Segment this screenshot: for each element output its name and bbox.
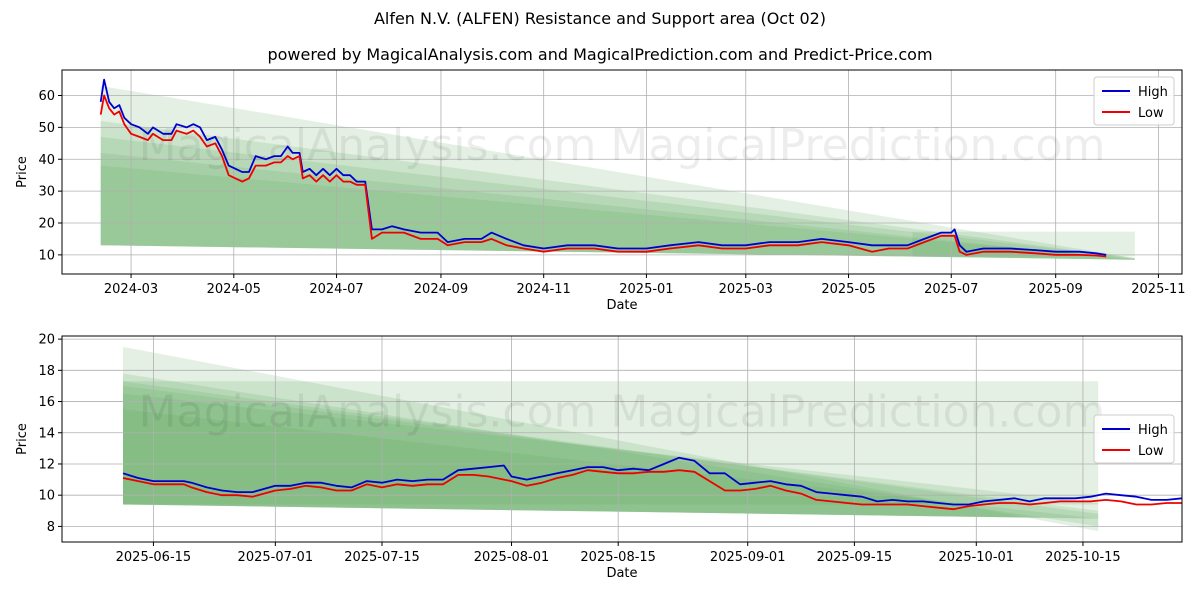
- y-tick-label: 18: [38, 364, 55, 379]
- support-band-3: [100, 136, 1135, 260]
- x-tick-label: 2024-11: [517, 282, 571, 297]
- x-tick-label: 2025-10-01: [939, 550, 1015, 565]
- x-axis-label: Date: [606, 566, 637, 581]
- support-band-1: [100, 85, 1135, 260]
- legend-label-high: High: [1138, 85, 1168, 100]
- x-tick-label: 2024-05: [207, 282, 261, 297]
- y-tick-label: 20: [38, 217, 55, 232]
- legend-label-low: Low: [1138, 106, 1164, 121]
- x-tick-label: 2025-06-15: [116, 550, 192, 565]
- y-tick-label: 16: [38, 395, 55, 410]
- legend: High Low: [1093, 76, 1175, 126]
- x-tick-label: 2025-07-01: [238, 550, 314, 565]
- x-tick-label: 2024-07: [309, 282, 363, 297]
- x-tick-label: 2025-08-15: [580, 550, 656, 565]
- legend-label-high: High: [1138, 423, 1168, 438]
- x-tick-label: 2025-09-15: [817, 550, 893, 565]
- chart-subtitle: powered by MagicalAnalysis.com and Magic…: [267, 45, 933, 64]
- x-tick-label: 2024-09: [414, 282, 468, 297]
- y-tick-label: 30: [38, 185, 55, 200]
- band-group: [100, 85, 1135, 260]
- support-band-6: [912, 231, 1135, 257]
- watermark-text: MagicalAnalysis.com MagicalPrediction.co…: [139, 120, 1106, 171]
- plot-frame: [61, 335, 1183, 543]
- series-line-low: [99, 94, 1107, 258]
- y-tick-label: 20: [38, 333, 55, 348]
- y-axis-label: Price: [15, 156, 30, 188]
- plot-frame: [61, 69, 1183, 275]
- series-line-high: [122, 456, 1182, 506]
- x-tick-label: 2025-09-01: [710, 550, 786, 565]
- y-tick-label: 12: [38, 457, 55, 472]
- watermark-text: MagicalAnalysis.com MagicalPrediction.co…: [139, 387, 1106, 438]
- x-tick-label: 2025-10-15: [1045, 550, 1121, 565]
- x-tick-label: 2024-03: [104, 282, 158, 297]
- support-band-2: [100, 121, 1135, 260]
- x-tick-label: 2025-11: [1131, 282, 1185, 297]
- y-tick-label: 60: [38, 89, 55, 104]
- series-group: [122, 456, 1182, 511]
- y-tick-label: 40: [38, 153, 55, 168]
- y-tick-label: 50: [38, 121, 55, 136]
- chart-panel-2: MagicalAnalysis.com MagicalPrediction.co…: [15, 333, 1183, 581]
- x-axis-label: Date: [606, 298, 637, 313]
- y-axis-label: Price: [15, 423, 30, 455]
- series-line-low: [122, 469, 1182, 511]
- x-tick-label: 2025-03: [719, 282, 773, 297]
- x-tick-label: 2025-09: [1029, 282, 1083, 297]
- x-tick-label: 2025-07-15: [344, 550, 420, 565]
- support-band-4: [100, 152, 1135, 260]
- x-tick-label: 2025-08-01: [474, 550, 550, 565]
- y-tick-label: 14: [38, 426, 55, 441]
- y-tick-label: 10: [38, 489, 55, 504]
- legend-label-low: Low: [1138, 444, 1164, 459]
- legend: High Low: [1093, 414, 1175, 464]
- y-tick-label: 10: [38, 248, 55, 263]
- x-tick-label: 2025-05: [821, 282, 875, 297]
- series-line-high: [99, 78, 1107, 256]
- x-tick-label: 2025-07: [924, 282, 978, 297]
- chart-title: Alfen N.V. (ALFEN) Resistance and Suppor…: [373, 9, 827, 28]
- chart-panel-1: MagicalAnalysis.com MagicalPrediction.co…: [15, 69, 1186, 313]
- y-tick-label: 8: [47, 520, 55, 535]
- support-band-5: [100, 165, 1135, 260]
- series-group: [99, 78, 1107, 258]
- x-tick-label: 2025-01: [619, 282, 673, 297]
